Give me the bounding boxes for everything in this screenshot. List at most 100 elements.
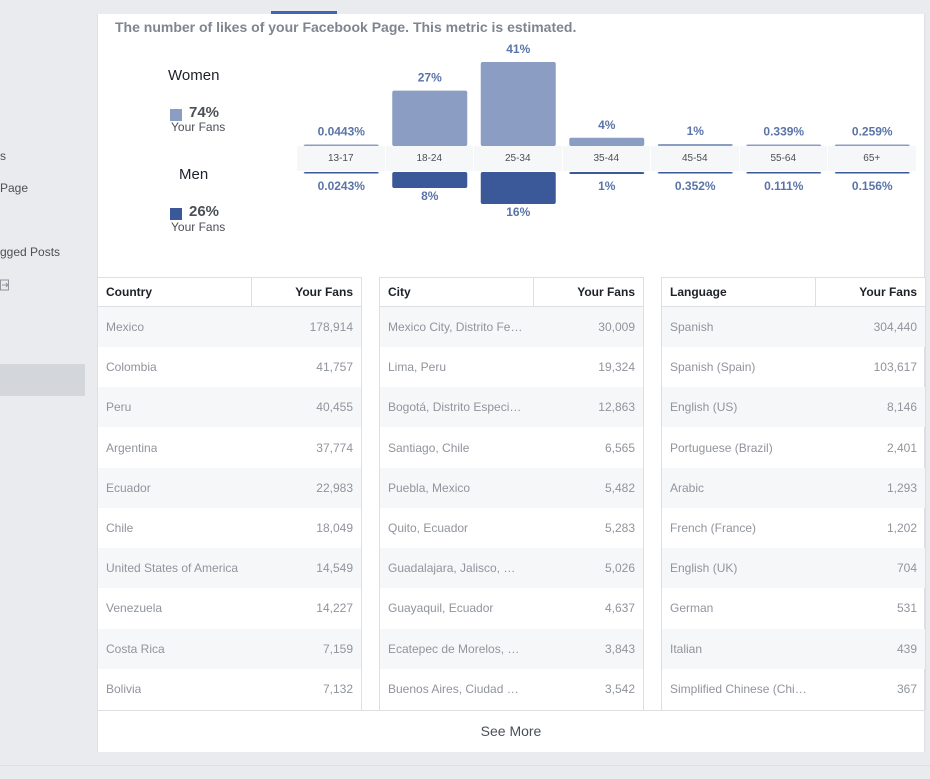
language-name: German [670, 601, 714, 616]
table-row: Colombia 41,757 [98, 347, 361, 387]
your-fans-column-header[interactable]: Your Fans [577, 285, 635, 299]
table-row: Italian 439 [662, 628, 925, 669]
fan-count: 18,049 [316, 521, 353, 535]
fan-count: 14,227 [316, 601, 353, 616]
table-border [379, 277, 380, 710]
age-label-45-54: 45-54 [651, 146, 739, 171]
women-value-label-13-17: 0.0443% [318, 125, 366, 139]
country-name: Colombia [106, 360, 157, 375]
women-bar-65+[interactable] [834, 144, 910, 147]
women-bar-18-24[interactable] [392, 90, 468, 146]
left-navigation: s Page gged Posts [0, 0, 97, 779]
fan-count: 367 [896, 681, 917, 696]
fan-count: 439 [896, 641, 917, 656]
table-row: Santiago, Chile 6,565 [380, 428, 643, 468]
women-bar-25-34[interactable] [480, 62, 556, 146]
country-name: Costa Rica [106, 641, 165, 656]
language-name: Spanish (Spain) [670, 360, 756, 375]
table-row: Spanish 304,440 [662, 307, 925, 347]
table-row: English (UK) 704 [662, 548, 925, 589]
table-row: United States of America 14,549 [98, 548, 361, 589]
language-column-header[interactable]: Language [670, 285, 727, 299]
city-name: Mexico City, Distrito Fe… [388, 320, 523, 334]
fan-count: 30,009 [598, 320, 635, 334]
women-color-swatch [170, 109, 182, 121]
country-column-header[interactable]: Country [106, 285, 152, 299]
country-name: Mexico [106, 320, 145, 334]
table-row: Chile 18,049 [98, 508, 361, 548]
city-name: Quito, Ecuador [388, 521, 469, 535]
nav-item-truncated-1[interactable]: s [0, 149, 6, 163]
women-bar-45-54[interactable] [657, 143, 733, 146]
chart-svg: 0.0443% 0.0243% 27% 8% 41% 16% 4% 1% 1% 0.352% 0.3… [303, 44, 910, 219]
men-value-label-55-64: 0.111% [764, 179, 804, 193]
your-fans-column-header[interactable]: Your Fans [859, 285, 917, 299]
men-bar-18-24[interactable] [392, 172, 468, 188]
city-name: Guayaquil, Ecuador [388, 601, 494, 616]
fans-card: The number of likes of your Facebook Pag… [97, 14, 926, 752]
country-name: Bolivia [106, 681, 142, 696]
table-row: Mexico City, Distrito Fe… 30,009 [380, 307, 643, 347]
men-bar-35-44[interactable] [569, 172, 645, 174]
table-row: Bolivia 7,132 [98, 669, 361, 709]
women-bar-13-17[interactable] [303, 144, 379, 147]
table-row: Guadalajara, Jalisco, … 5,026 [380, 548, 643, 589]
see-more-button[interactable]: See More [480, 723, 542, 739]
nav-item-tagged-posts[interactable]: gged Posts [0, 245, 61, 259]
fan-count: 8,146 [886, 400, 917, 415]
women-bar-35-44[interactable] [569, 137, 645, 146]
nav-item-selected[interactable] [0, 364, 85, 396]
men-bar-25-34[interactable] [480, 172, 556, 204]
header-divider [533, 278, 534, 307]
fan-count: 1,202 [886, 521, 917, 535]
fan-count: 6,565 [604, 440, 635, 455]
city-name: Puebla, Mexico [388, 480, 471, 495]
women-bar-55-64[interactable] [746, 144, 822, 147]
men-bar-65+[interactable] [834, 172, 910, 174]
language-name: Italian [670, 641, 703, 656]
language-name: English (US) [670, 400, 738, 415]
country-name: Argentina [106, 440, 158, 455]
fan-count: 5,482 [604, 480, 635, 495]
see-more-bar: See More [98, 710, 924, 752]
women-value-label-35-44: 4% [598, 118, 616, 132]
age-label-13-17: 13-17 [297, 146, 385, 171]
fan-count: 103,617 [873, 360, 917, 375]
women-value-label-18-24: 27% [418, 71, 442, 85]
women-value-label-25-34: 41% [506, 44, 530, 56]
fan-count: 7,132 [322, 681, 353, 696]
table-row: Mexico 178,914 [98, 307, 361, 347]
fan-count: 2,401 [886, 440, 917, 455]
men-bar-13-17[interactable] [303, 172, 379, 174]
table-row: Argentina 37,774 [98, 428, 361, 468]
fan-count: 178,914 [309, 320, 353, 334]
city-name: Ecatepec de Morelos, … [388, 641, 520, 656]
table-header: City Your Fans [380, 277, 643, 307]
table-row: Lima, Peru 19,324 [380, 347, 643, 387]
exit-icon[interactable] [0, 279, 10, 291]
men-value-label-65+: 0.156% [852, 179, 893, 193]
language-name: Simplified Chinese (Chi… [670, 681, 807, 696]
men-value-label-13-17: 0.0243% [318, 179, 366, 193]
table-row: German 531 [662, 588, 925, 628]
age-label-25-34: 25-34 [474, 146, 562, 171]
table-border [925, 277, 926, 710]
language-name: French (France) [670, 521, 757, 535]
fan-count: 3,542 [604, 681, 635, 696]
men-bar-45-54[interactable] [657, 172, 733, 174]
fan-count: 12,863 [598, 400, 635, 415]
nav-item-page[interactable]: Page [0, 181, 29, 195]
table-header: Language Your Fans [662, 277, 925, 307]
men-value-label-45-54: 0.352% [675, 179, 716, 193]
city-column-header[interactable]: City [388, 285, 411, 299]
your-fans-column-header[interactable]: Your Fans [295, 285, 353, 299]
fan-count: 41,757 [316, 360, 353, 375]
men-value-label-25-34: 16% [506, 205, 530, 219]
table-row: French (France) 1,202 [662, 508, 925, 548]
table-row: Ecuador 22,983 [98, 467, 361, 508]
men-bar-55-64[interactable] [746, 172, 822, 174]
table-border [661, 277, 662, 710]
header-divider [815, 278, 816, 307]
fan-count: 7,159 [322, 641, 353, 656]
table-row: Spanish (Spain) 103,617 [662, 347, 925, 387]
